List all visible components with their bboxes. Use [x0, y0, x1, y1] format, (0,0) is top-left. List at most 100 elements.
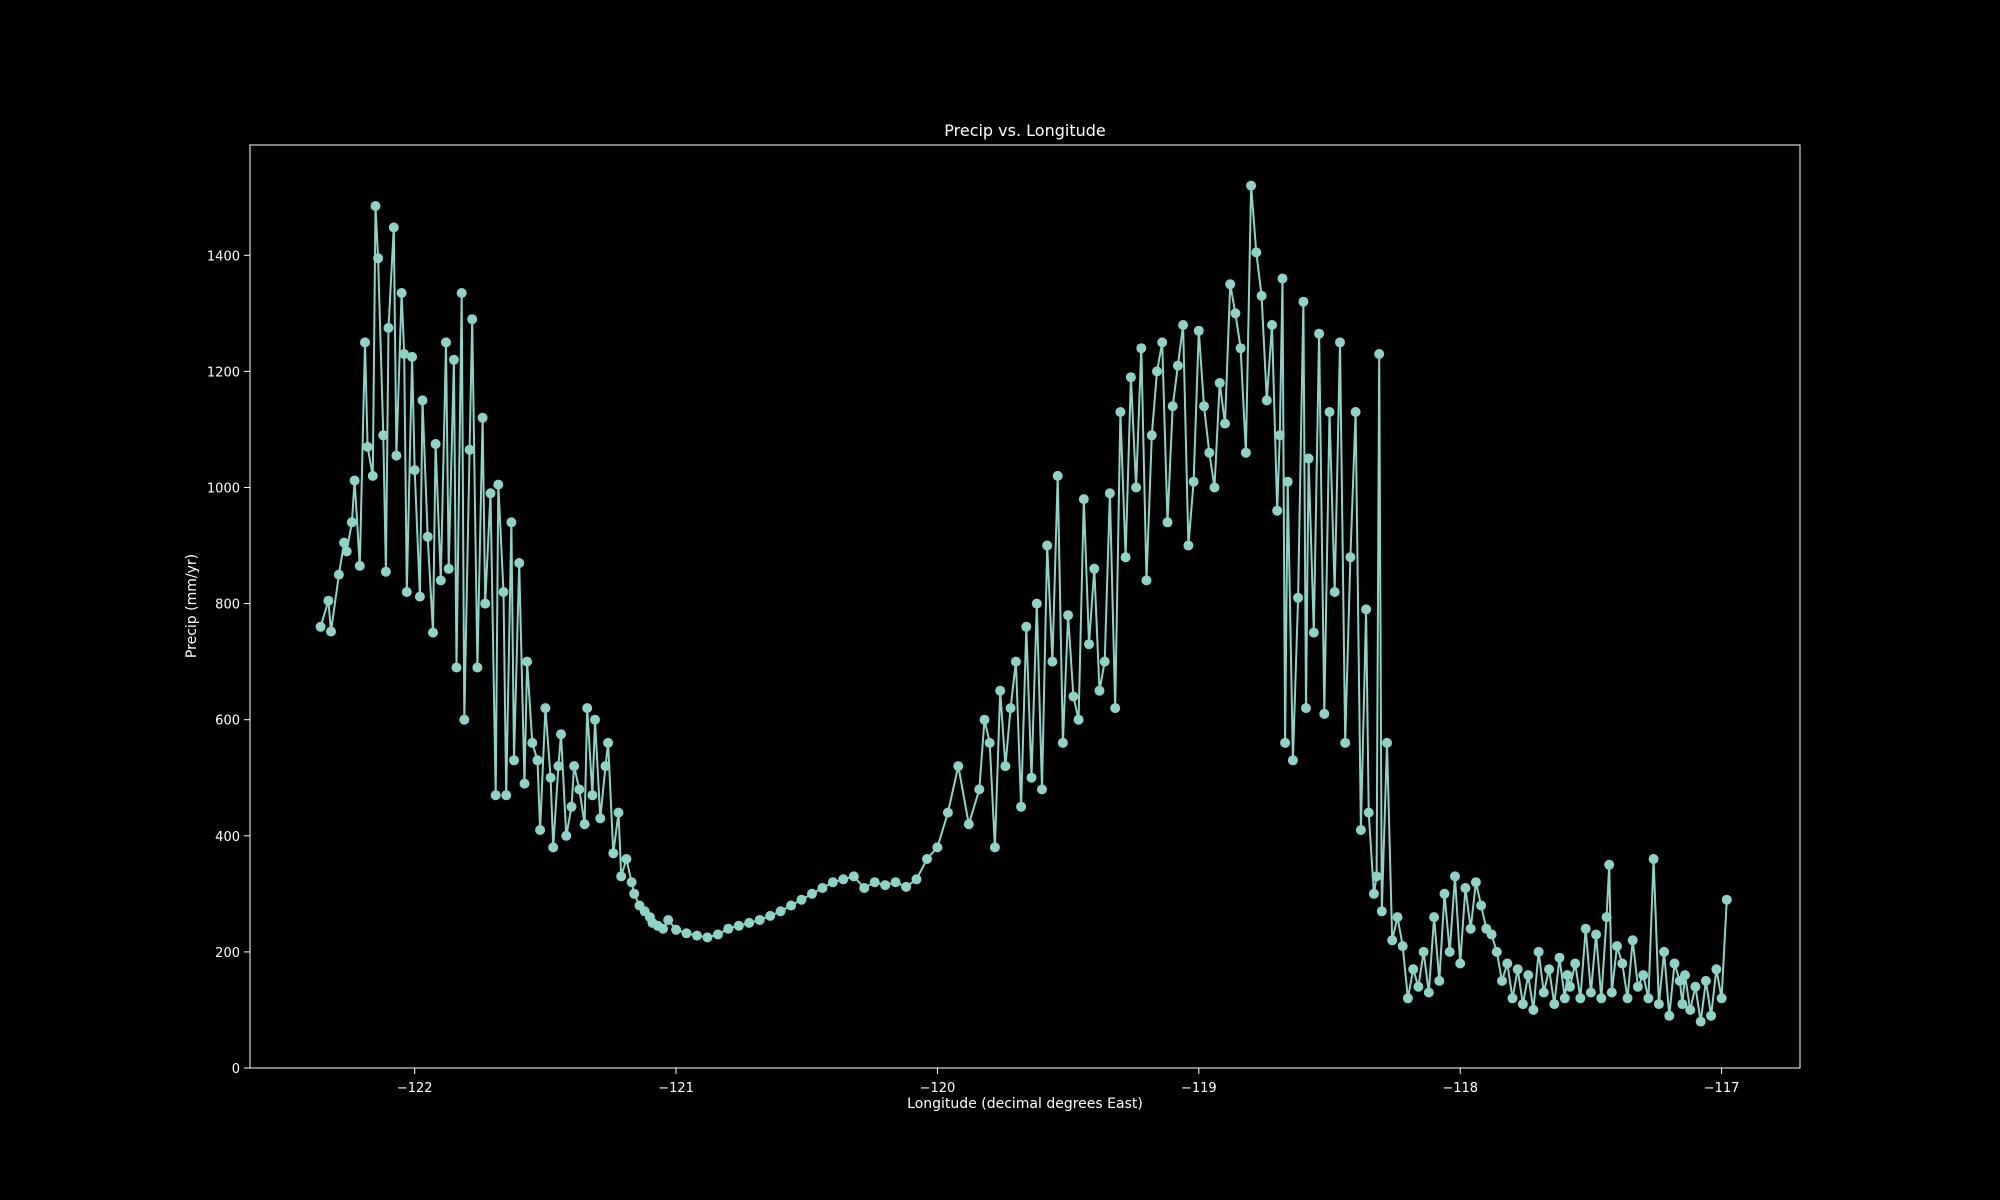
data-point: [452, 663, 462, 673]
x-tick-label: −121: [658, 1081, 694, 1096]
data-point: [1335, 337, 1345, 347]
data-point: [1369, 889, 1379, 899]
data-point: [1298, 297, 1308, 307]
data-point: [912, 874, 922, 884]
data-point: [436, 575, 446, 585]
data-point: [870, 877, 880, 887]
data-point: [509, 755, 519, 765]
data-point: [323, 596, 333, 606]
data-point: [441, 337, 451, 347]
data-point: [339, 538, 349, 548]
data-point: [1586, 988, 1596, 998]
data-point: [943, 808, 953, 818]
data-point: [360, 337, 370, 347]
data-point: [1374, 349, 1384, 359]
data-point: [569, 761, 579, 771]
data-point: [1523, 970, 1533, 980]
data-point: [734, 921, 744, 931]
data-point: [776, 906, 786, 916]
data-point: [520, 779, 530, 789]
data-point: [1011, 657, 1021, 667]
data-point: [980, 715, 990, 725]
data-point: [1643, 993, 1653, 1003]
data-point: [1429, 912, 1439, 922]
data-point: [995, 686, 1005, 696]
data-point: [1157, 337, 1167, 347]
y-tick-label: 400: [215, 830, 240, 845]
data-point: [614, 808, 624, 818]
data-point: [418, 395, 428, 405]
data-point: [990, 842, 1000, 852]
data-point: [480, 599, 490, 609]
data-point: [1701, 976, 1711, 986]
data-point: [1330, 587, 1340, 597]
data-point: [1602, 912, 1612, 922]
data-point: [1596, 993, 1606, 1003]
data-point: [1539, 988, 1549, 998]
data-point: [658, 924, 668, 934]
data-point: [402, 587, 412, 597]
data-point: [1288, 755, 1298, 765]
data-point: [601, 761, 611, 771]
data-point: [627, 877, 637, 887]
data-point: [391, 451, 401, 461]
data-point: [486, 488, 496, 498]
data-point: [355, 561, 365, 571]
data-point: [1115, 407, 1125, 417]
chart-title: Precip vs. Longitude: [944, 121, 1105, 140]
data-point: [326, 627, 336, 637]
y-tick-label: 0: [232, 1062, 240, 1077]
data-point: [1319, 709, 1329, 719]
data-point: [1487, 930, 1497, 940]
data-point: [1356, 825, 1366, 835]
data-point: [1006, 703, 1016, 713]
data-point: [1267, 320, 1277, 330]
data-point: [629, 889, 639, 899]
data-point: [1508, 993, 1518, 1003]
data-point: [1079, 494, 1089, 504]
data-point: [1325, 407, 1335, 417]
data-point: [1424, 988, 1434, 998]
data-point: [1058, 738, 1068, 748]
data-point: [522, 657, 532, 667]
x-tick-label: −120: [920, 1081, 956, 1096]
data-point: [415, 592, 425, 602]
data-point: [1152, 366, 1162, 376]
data-point: [838, 874, 848, 884]
data-point: [1544, 964, 1554, 974]
data-point: [1340, 738, 1350, 748]
data-point: [1210, 483, 1220, 493]
data-point: [985, 738, 995, 748]
data-point: [493, 480, 503, 490]
data-point: [527, 738, 537, 748]
x-tick-label: −122: [397, 1081, 433, 1096]
data-point: [368, 471, 378, 481]
data-point: [880, 880, 890, 890]
data-point: [1377, 906, 1387, 916]
data-point: [1534, 947, 1544, 957]
data-point: [1301, 703, 1311, 713]
data-point: [1095, 686, 1105, 696]
data-point: [506, 517, 516, 527]
data-point: [561, 831, 571, 841]
data-point: [1204, 448, 1214, 458]
data-point: [553, 761, 563, 771]
data-point: [1638, 970, 1648, 980]
data-point: [407, 352, 417, 362]
data-point: [713, 930, 723, 940]
data-point: [582, 703, 592, 713]
data-point: [574, 784, 584, 794]
data-point: [587, 790, 597, 800]
data-point: [1194, 326, 1204, 336]
data-point: [1189, 477, 1199, 487]
data-point: [1413, 982, 1423, 992]
data-point: [1450, 871, 1460, 881]
data-point: [334, 570, 344, 580]
data-point: [1680, 970, 1690, 980]
data-point: [449, 355, 459, 365]
data-point: [1074, 715, 1084, 725]
data-point: [953, 761, 963, 771]
data-point: [1706, 1011, 1716, 1021]
data-point: [1617, 959, 1627, 969]
